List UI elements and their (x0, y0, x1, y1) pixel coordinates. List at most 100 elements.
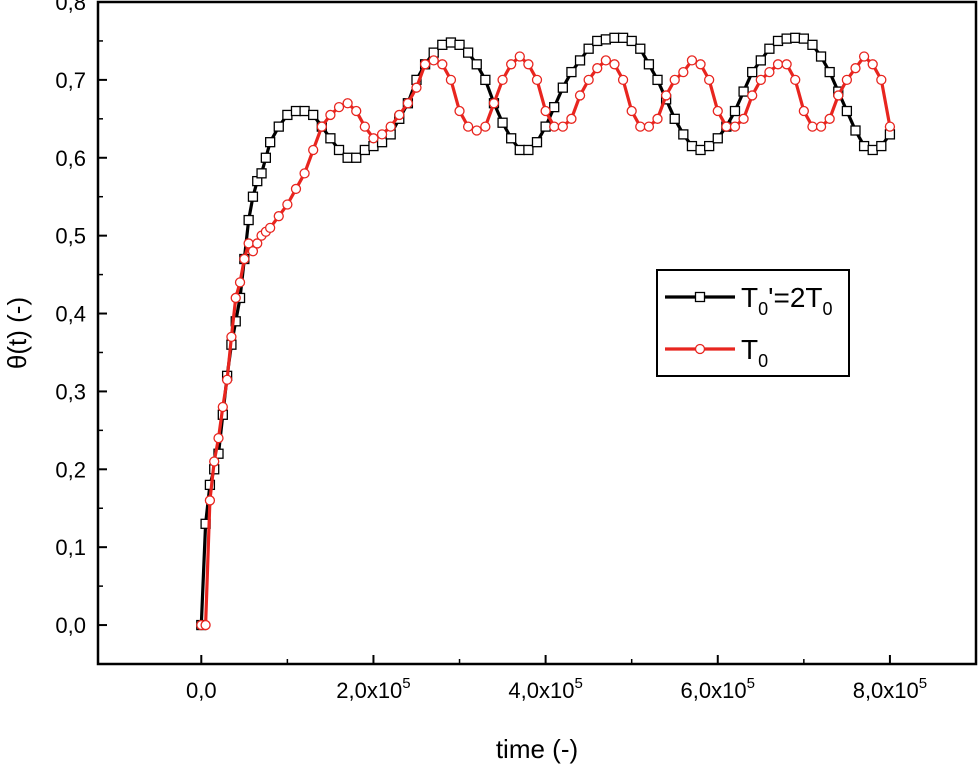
data-point (695, 144, 706, 156)
data-point (351, 105, 362, 117)
data-point (884, 121, 896, 132)
data-point (411, 82, 422, 93)
data-point (574, 90, 586, 101)
legend-subscript: 0 (823, 299, 833, 319)
data-point (299, 105, 310, 117)
data-point (265, 222, 276, 234)
data-point (234, 277, 246, 288)
data-point (480, 74, 491, 86)
data-point (695, 59, 706, 70)
data-point (540, 121, 551, 132)
data-point (652, 113, 663, 124)
data-point (686, 55, 698, 66)
x-tick-exponent: 5 (402, 675, 410, 692)
data-point (712, 133, 723, 144)
x-tick-label: 2,0x105 (336, 675, 410, 703)
series-T0 (196, 51, 896, 631)
data-point (669, 113, 680, 124)
legend-box (656, 269, 850, 377)
data-point (833, 90, 844, 101)
data-point (437, 59, 448, 70)
data-point (876, 140, 887, 152)
data-point (557, 121, 568, 132)
data-point (721, 121, 732, 132)
data-point (660, 90, 672, 101)
data-point (747, 90, 758, 101)
data-point (652, 74, 663, 86)
data-point (626, 105, 637, 117)
plot-frame (96, 0, 978, 666)
data-point (755, 74, 766, 86)
data-point (282, 109, 293, 121)
x-tick-exponent: 5 (919, 675, 927, 692)
data-point (325, 109, 336, 121)
data-point (437, 39, 448, 50)
data-point (815, 121, 827, 132)
data-point (273, 121, 284, 132)
y-tick-label: 0,0 (55, 613, 86, 638)
data-point (402, 98, 414, 109)
data-point (781, 59, 792, 70)
data-point (531, 137, 543, 148)
data-point (308, 109, 319, 121)
x-tick-mantissa: 2,0x10 (336, 678, 402, 703)
data-point (359, 144, 370, 156)
data-point (592, 35, 603, 47)
data-point (308, 144, 319, 156)
data-point (247, 246, 259, 257)
data-point (200, 619, 211, 631)
data-point (540, 105, 551, 117)
data-point (471, 59, 482, 70)
data-point (497, 74, 508, 86)
data-point (617, 74, 629, 86)
data-point (643, 121, 655, 132)
data-point (574, 55, 586, 66)
data-point (523, 59, 534, 70)
legend-subscript: 0 (758, 299, 768, 319)
x-tick-mantissa: 4,0x10 (508, 678, 574, 703)
data-point (290, 105, 302, 117)
data-point (549, 121, 560, 132)
legend-marker (694, 343, 706, 355)
data-point (609, 59, 620, 70)
data-point (376, 129, 388, 140)
data-point (600, 55, 612, 66)
data-point (772, 35, 784, 47)
x-tick-label: 8,0x105 (853, 675, 927, 703)
data-point (729, 105, 741, 117)
x-tick-mantissa: 6,0x10 (681, 678, 747, 703)
data-point (217, 401, 228, 413)
data-point (204, 495, 216, 506)
data-point (669, 74, 680, 86)
y-axis-title: θ(t) (-) (2, 297, 32, 369)
data-point (316, 121, 327, 132)
data-point (583, 43, 594, 54)
data-point (764, 43, 775, 54)
data-point (480, 121, 491, 132)
data-point (385, 121, 396, 132)
data-point (333, 144, 345, 156)
data-point (867, 144, 878, 156)
data-point (488, 98, 500, 109)
data-point (419, 59, 431, 70)
legend-label: T0 (741, 334, 768, 371)
data-point (260, 152, 272, 163)
legend-text-part: '=2T (768, 282, 822, 313)
data-point (850, 125, 861, 136)
data-point (213, 432, 224, 444)
data-point (755, 55, 766, 66)
x-tick-mantissa: 8,0x10 (853, 678, 919, 703)
data-point (445, 37, 457, 48)
data-point (704, 140, 715, 152)
data-point (342, 152, 353, 163)
data-point (678, 129, 689, 140)
data-point (256, 168, 267, 179)
data-point (858, 51, 870, 62)
data-point (252, 238, 263, 249)
data-point (686, 140, 698, 152)
data-point (635, 43, 646, 54)
y-tick-label: 0,2 (55, 457, 86, 482)
data-point (454, 105, 465, 117)
